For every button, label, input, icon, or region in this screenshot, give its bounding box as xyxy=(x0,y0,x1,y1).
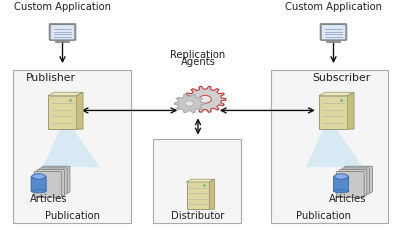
Bar xyxy=(13,70,131,223)
Text: Publisher: Publisher xyxy=(26,73,76,83)
Bar xyxy=(153,139,241,223)
Circle shape xyxy=(185,101,194,106)
FancyBboxPatch shape xyxy=(34,171,62,197)
Polygon shape xyxy=(348,92,354,129)
Ellipse shape xyxy=(334,174,348,179)
Bar xyxy=(187,182,209,209)
Ellipse shape xyxy=(32,174,46,179)
Polygon shape xyxy=(306,128,363,167)
Polygon shape xyxy=(319,92,354,96)
Text: Subscriber: Subscriber xyxy=(312,73,370,83)
Text: Publication: Publication xyxy=(296,211,351,221)
Text: Articles: Articles xyxy=(329,194,367,204)
FancyBboxPatch shape xyxy=(37,170,65,196)
Polygon shape xyxy=(184,87,226,112)
FancyBboxPatch shape xyxy=(342,168,369,194)
Text: Articles: Articles xyxy=(30,194,67,204)
Polygon shape xyxy=(187,179,214,182)
Circle shape xyxy=(199,95,211,103)
Polygon shape xyxy=(48,92,83,96)
FancyBboxPatch shape xyxy=(333,176,348,192)
Text: Custom Application: Custom Application xyxy=(285,2,382,12)
Text: Publication: Publication xyxy=(45,211,100,221)
Ellipse shape xyxy=(334,190,348,193)
Bar xyxy=(270,70,388,223)
Bar xyxy=(48,96,77,129)
Text: Agents: Agents xyxy=(181,57,215,67)
Text: Custom Application: Custom Application xyxy=(14,2,111,12)
Polygon shape xyxy=(43,128,100,167)
Ellipse shape xyxy=(32,190,46,193)
Bar xyxy=(319,96,348,129)
FancyBboxPatch shape xyxy=(339,170,367,196)
FancyBboxPatch shape xyxy=(345,166,372,192)
Polygon shape xyxy=(77,92,83,129)
FancyBboxPatch shape xyxy=(50,25,75,40)
FancyBboxPatch shape xyxy=(321,25,346,40)
FancyBboxPatch shape xyxy=(40,168,67,194)
Polygon shape xyxy=(209,179,214,209)
Polygon shape xyxy=(175,94,204,113)
FancyBboxPatch shape xyxy=(337,171,364,197)
FancyBboxPatch shape xyxy=(42,166,70,192)
Text: Distributor: Distributor xyxy=(171,211,225,221)
FancyBboxPatch shape xyxy=(31,176,46,192)
Text: Replication: Replication xyxy=(170,50,226,60)
